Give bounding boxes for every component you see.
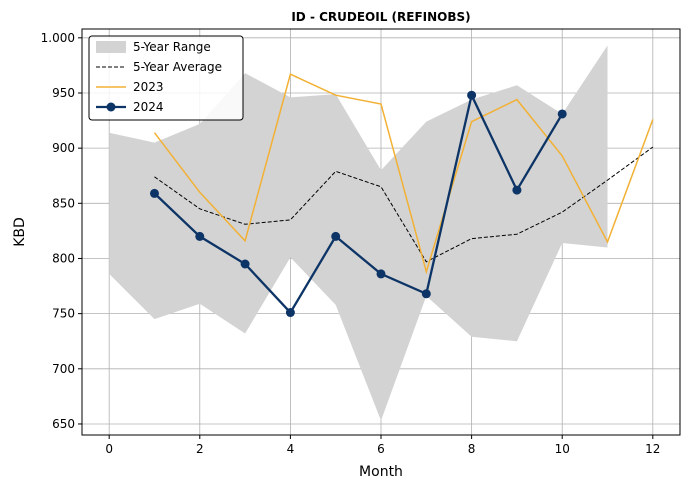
legend-item-2023: 2023 xyxy=(96,80,164,94)
y-tick-label-750: 750 xyxy=(52,307,75,321)
x-tick-label-6: 6 xyxy=(377,442,385,456)
legend-swatch-5-year-range xyxy=(96,41,126,53)
data-point-2024-month-8 xyxy=(467,90,477,100)
legend-label-2023: 2023 xyxy=(133,80,164,94)
legend-label-5-year-range: 5-Year Range xyxy=(133,40,211,54)
legend-marker-2024 xyxy=(106,102,116,112)
x-tick-label-0: 0 xyxy=(105,442,113,456)
y-axis-label: KBD xyxy=(12,217,28,247)
data-point-2024-month-3 xyxy=(240,259,250,269)
data-point-2024-month-1 xyxy=(149,188,159,198)
x-tick-label-10: 10 xyxy=(555,442,570,456)
x-tick-label-8: 8 xyxy=(468,442,476,456)
series-layer xyxy=(149,73,654,318)
chart-title: ID - CRUDEOIL (REFINOBS) xyxy=(291,10,470,24)
data-point-2024-month-2 xyxy=(195,231,205,241)
y-axis-ticks: 650 700 750 800 850 900 950 1.000 xyxy=(41,31,82,431)
series-line-5-year-average xyxy=(154,146,654,263)
y-tick-label-1000: 1.000 xyxy=(41,31,75,45)
legend-box xyxy=(88,35,244,121)
y-tick-label-900: 900 xyxy=(52,141,75,155)
y-tick-label-950: 950 xyxy=(52,86,75,100)
data-point-2024-month-9 xyxy=(512,185,522,195)
legend: 5-Year Range 5-Year Average 2023 2024 xyxy=(88,35,244,121)
y-tick-label-850: 850 xyxy=(52,196,75,210)
y-tick-label-700: 700 xyxy=(52,362,75,376)
y-tick-label-650: 650 xyxy=(52,417,75,431)
legend-item-2024: 2024 xyxy=(96,100,164,114)
data-point-2024-month-6 xyxy=(376,269,386,279)
series-line-2024 xyxy=(153,91,564,315)
x-axis-ticks: 0 2 4 6 8 10 12 xyxy=(105,435,660,456)
data-point-2024-month-10 xyxy=(557,109,567,119)
legend-item-5-year-range: 5-Year Range xyxy=(96,40,211,54)
legend-label-5-year-average: 5-Year Average xyxy=(133,60,222,74)
x-tick-label-4: 4 xyxy=(287,442,295,456)
x-axis-label: Month xyxy=(359,464,403,480)
data-point-2024-month-7 xyxy=(421,289,431,299)
x-tick-label-2: 2 xyxy=(196,442,204,456)
y-tick-label-800: 800 xyxy=(52,251,75,265)
legend-label-2024: 2024 xyxy=(133,100,164,114)
five-year-range-band xyxy=(109,45,608,421)
legend-item-5-year-average: 5-Year Average xyxy=(96,60,222,74)
five-year-range-layer xyxy=(109,45,608,421)
x-tick-label-12: 12 xyxy=(645,442,660,456)
series-line-2023 xyxy=(153,73,654,275)
data-point-2024-month-5 xyxy=(331,231,341,241)
data-point-2024-month-4 xyxy=(285,308,295,318)
